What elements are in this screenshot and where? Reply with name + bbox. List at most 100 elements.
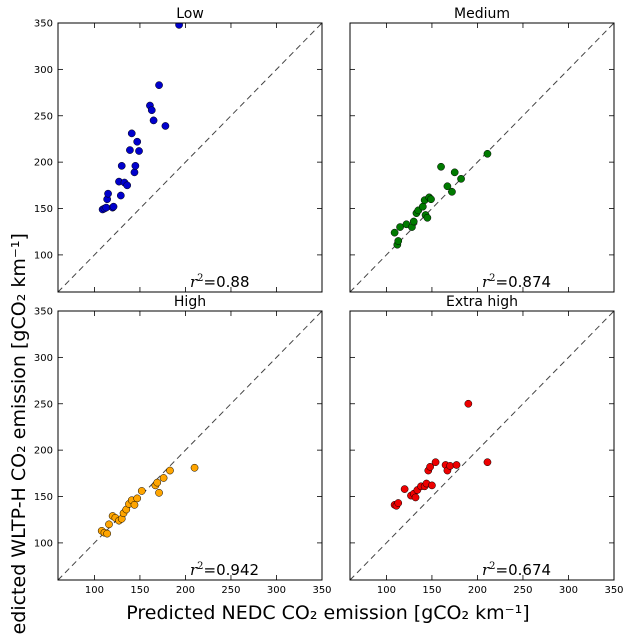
panel-frame xyxy=(57,22,323,293)
data-point xyxy=(431,458,440,467)
data-point xyxy=(104,189,112,198)
y-tick-label: 250 xyxy=(34,399,53,410)
data-point xyxy=(450,168,459,177)
r-squared-label: r2=0.674 xyxy=(482,561,551,579)
panel-frame xyxy=(349,310,615,581)
r-squared-label: r2=0.942 xyxy=(190,561,259,579)
data-point xyxy=(161,122,170,130)
data-point xyxy=(130,168,139,177)
data-point xyxy=(190,463,199,472)
data-point xyxy=(483,458,492,467)
x-tick-label: 150 xyxy=(130,585,149,596)
x-tick-label: 300 xyxy=(559,585,578,596)
data-point xyxy=(147,106,156,115)
x-tick-label: 150 xyxy=(422,585,441,596)
data-point xyxy=(483,149,492,158)
data-point xyxy=(394,499,403,507)
x-tick-label: 250 xyxy=(513,585,532,596)
reference-line xyxy=(350,23,614,292)
data-point xyxy=(428,481,436,490)
reference-line xyxy=(350,311,614,580)
data-point xyxy=(116,191,125,200)
y-tick-label: 200 xyxy=(34,158,53,169)
data-point xyxy=(153,478,162,487)
y-tick-label: 300 xyxy=(34,353,53,364)
x-tick-label: 100 xyxy=(85,585,104,596)
y-tick-label: 250 xyxy=(34,111,53,122)
data-point xyxy=(448,187,456,196)
data-point xyxy=(130,501,139,509)
data-point xyxy=(127,129,136,138)
panel-title: Medium xyxy=(454,6,510,22)
data-point xyxy=(117,161,126,170)
x-tick-label: 350 xyxy=(312,585,331,596)
y-tick-label: 350 xyxy=(34,307,53,318)
data-point xyxy=(464,399,473,408)
y-tick-label: 350 xyxy=(34,19,53,30)
x-tick-label: 250 xyxy=(221,585,240,596)
x-tick-label: 200 xyxy=(468,585,487,596)
panel-title: Extra high xyxy=(446,294,518,310)
data-point xyxy=(426,462,434,471)
r-squared-label: r2=0.88 xyxy=(190,273,250,291)
data-point xyxy=(443,182,452,191)
data-point xyxy=(175,23,183,29)
data-point xyxy=(131,161,140,170)
data-point xyxy=(411,493,420,502)
data-point xyxy=(155,488,163,497)
points-group xyxy=(390,399,492,510)
data-point xyxy=(159,474,168,482)
data-point xyxy=(133,494,142,503)
data-point xyxy=(133,137,142,146)
data-point xyxy=(149,116,158,125)
y-axis-label: Predicted WLTP-H CO₂ emission [gCO₂ km⁻¹… xyxy=(8,233,30,634)
data-point xyxy=(396,223,404,231)
data-point xyxy=(123,181,132,190)
panel-title: High xyxy=(174,294,206,310)
points-group xyxy=(98,23,183,214)
data-point xyxy=(400,485,409,493)
y-tick-label: 150 xyxy=(34,204,53,215)
data-point xyxy=(427,195,435,204)
data-point xyxy=(126,146,134,154)
panel-low: Low 100 150 200 250 300 350 r2=0.88 xyxy=(34,6,323,293)
y-tick-label: 200 xyxy=(34,446,53,457)
data-point xyxy=(135,147,143,155)
panel-high: High 100 150 200 250 300 350 100 150 200 250 300 350… xyxy=(34,294,332,596)
panel-frame xyxy=(57,310,323,581)
reference-line xyxy=(58,311,322,580)
data-point xyxy=(394,237,403,245)
panel-frame xyxy=(349,22,615,293)
data-point xyxy=(446,462,454,470)
y-tick-label: 150 xyxy=(34,492,53,503)
x-tick-label: 200 xyxy=(176,585,195,596)
reference-line xyxy=(58,23,322,292)
x-axis-label: Predicted NEDC CO₂ emission [gCO₂ km⁻¹] xyxy=(126,602,529,624)
data-point xyxy=(155,81,163,89)
x-tick-label: 300 xyxy=(267,585,286,596)
data-point xyxy=(105,520,113,529)
panel-medium: Medium r2=0.874 xyxy=(349,6,615,293)
y-tick-label: 300 xyxy=(34,65,53,76)
data-point xyxy=(390,228,399,237)
data-point xyxy=(457,174,465,183)
points-group xyxy=(390,149,492,249)
panel-title: Low xyxy=(176,6,204,22)
y-tick-label: 100 xyxy=(34,538,53,549)
data-point xyxy=(423,213,432,222)
y-tick-label: 100 xyxy=(34,250,53,261)
data-point xyxy=(409,217,418,226)
points-group xyxy=(97,463,199,538)
data-point xyxy=(137,487,146,495)
x-tick-label: 100 xyxy=(377,585,396,596)
data-point xyxy=(166,466,174,475)
data-point xyxy=(109,202,118,211)
x-tick-label: 350 xyxy=(604,585,623,596)
data-point xyxy=(102,203,111,212)
data-point xyxy=(418,202,427,211)
panel-extra-high: Extra high 100 150 200 250 300 350 r2=0.674 xyxy=(349,294,624,596)
r-squared-label: r2=0.874 xyxy=(482,273,551,291)
data-point xyxy=(452,461,461,469)
data-point xyxy=(103,529,112,538)
